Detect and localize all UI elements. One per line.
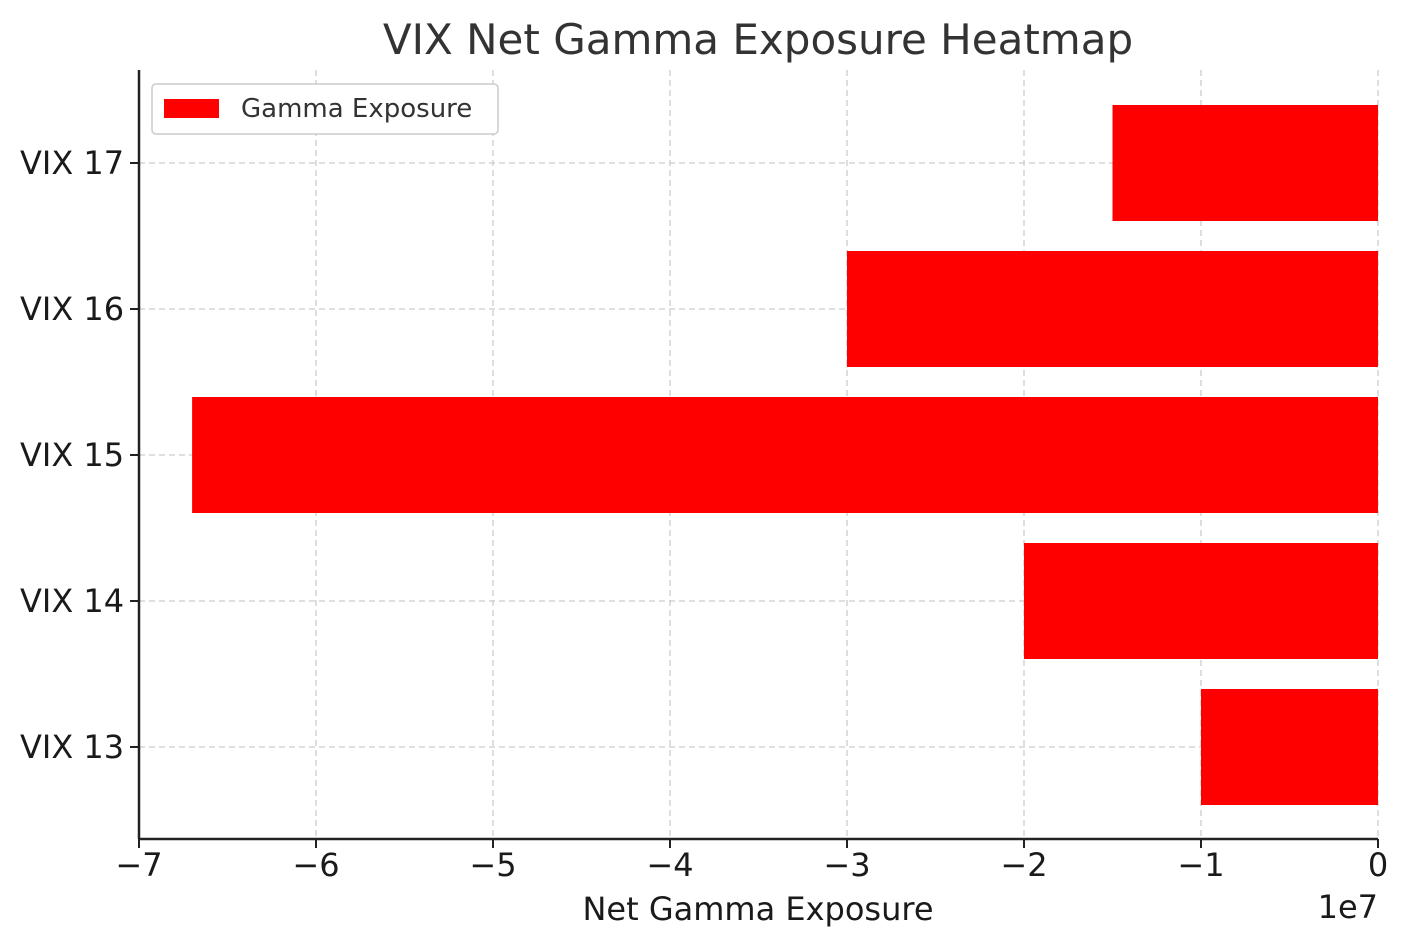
bar-vix-13 <box>1201 689 1378 805</box>
bar-vix-14 <box>1024 543 1378 659</box>
legend-swatch <box>164 99 219 118</box>
x-tick-label: −5 <box>469 846 516 884</box>
x-tick-layer: −7 −6 −5 −4 −3 −2 −1 0 <box>115 839 1388 884</box>
chart-title: VIX Net Gamma Exposure Heatmap <box>383 15 1133 64</box>
x-axis-offset-label: 1e7 <box>1318 888 1378 926</box>
x-tick-label: −6 <box>292 846 339 884</box>
legend: Gamma Exposure <box>151 83 499 135</box>
bar-vix-17 <box>1112 105 1378 221</box>
legend-box <box>151 83 499 135</box>
x-tick-label: −1 <box>1177 846 1224 884</box>
y-tick-label: VIX 16 <box>20 290 124 328</box>
x-tick-label: −4 <box>646 846 693 884</box>
y-tick-label: VIX 13 <box>20 728 124 766</box>
x-tick-label: −7 <box>115 846 162 884</box>
x-axis-label: Net Gamma Exposure <box>582 890 933 928</box>
x-tick-label: −3 <box>823 846 870 884</box>
x-tick-label: −2 <box>1000 846 1047 884</box>
bar-layer <box>192 105 1379 805</box>
y-tick-label: VIX 15 <box>20 436 124 474</box>
y-tick-label: VIX 17 <box>20 144 124 182</box>
y-tick-layer: VIX 13 VIX 14 VIX 15 VIX 16 VIX 17 <box>20 144 139 766</box>
bar-vix-16 <box>847 251 1378 367</box>
x-tick-label: 0 <box>1368 846 1388 884</box>
legend-label: Gamma Exposure <box>241 94 472 124</box>
y-tick-label: VIX 14 <box>20 582 124 620</box>
bar-vix-15 <box>192 397 1379 513</box>
